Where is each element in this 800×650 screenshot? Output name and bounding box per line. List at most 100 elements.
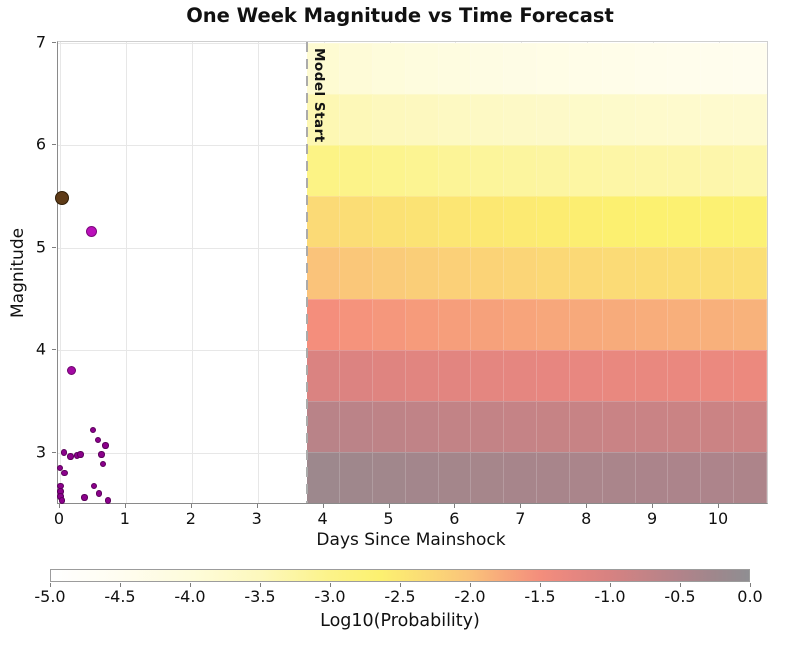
gridline-x bbox=[191, 42, 193, 503]
x-tick bbox=[652, 504, 654, 508]
aftershock-point bbox=[60, 449, 68, 456]
heatmap-cell bbox=[537, 400, 570, 452]
colorbar bbox=[50, 569, 750, 582]
heatmap-cell bbox=[635, 298, 669, 350]
aftershock-point bbox=[104, 497, 112, 504]
x-tick bbox=[256, 504, 258, 508]
heatmap-cell bbox=[734, 400, 767, 452]
y-axis-title: Magnitude bbox=[8, 227, 28, 318]
colorbar-tick bbox=[750, 583, 751, 587]
heatmap-cell bbox=[372, 94, 406, 146]
heatmap-cell bbox=[602, 145, 636, 197]
x-tick bbox=[190, 504, 192, 508]
forecast-heatmap bbox=[307, 43, 767, 503]
x-tick-label: 1 bbox=[119, 509, 130, 528]
heatmap-cell bbox=[307, 145, 340, 197]
x-tick-label: 4 bbox=[317, 509, 328, 528]
heatmap-cell bbox=[405, 43, 439, 95]
heatmap-cell bbox=[635, 43, 669, 95]
heatmap-cell bbox=[635, 145, 669, 197]
aftershock-point bbox=[95, 490, 103, 497]
heatmap-cell bbox=[537, 196, 570, 248]
heatmap-cell bbox=[668, 451, 702, 503]
heatmap-cell bbox=[339, 298, 373, 350]
heatmap-cell bbox=[504, 196, 538, 248]
heatmap-cell bbox=[504, 145, 538, 197]
heatmap-cell bbox=[635, 94, 669, 146]
heatmap-cell bbox=[504, 94, 538, 146]
heatmap-cell bbox=[471, 145, 505, 197]
x-tick bbox=[59, 504, 60, 508]
heatmap-cell bbox=[405, 196, 439, 248]
aftershock-point bbox=[91, 483, 98, 490]
x-tick-label: 5 bbox=[383, 509, 394, 528]
heatmap-cell bbox=[635, 400, 669, 452]
aftershock-point bbox=[67, 366, 77, 376]
x-tick bbox=[718, 504, 719, 508]
heatmap-cell bbox=[307, 451, 340, 503]
heatmap-cell bbox=[438, 43, 472, 95]
aftershock-point bbox=[81, 494, 88, 501]
aftershock-point bbox=[61, 469, 68, 477]
heatmap-cell bbox=[602, 43, 636, 95]
heatmap-cell bbox=[569, 94, 603, 146]
colorbar-tick bbox=[470, 583, 471, 587]
aftershock-point bbox=[67, 453, 74, 460]
x-tick-label: 3 bbox=[251, 509, 262, 528]
heatmap-cell bbox=[734, 196, 767, 248]
heatmap-cell bbox=[339, 349, 373, 401]
heatmap-cell bbox=[372, 196, 406, 248]
heatmap-cell bbox=[471, 298, 505, 350]
heatmap-cell bbox=[602, 94, 636, 146]
aftershock-point bbox=[95, 437, 102, 444]
heatmap-cell bbox=[471, 349, 505, 401]
y-tick bbox=[52, 41, 56, 43]
colorbar-tick-label: -1.5 bbox=[524, 587, 556, 606]
heatmap-cell bbox=[569, 247, 603, 299]
heatmap-cell bbox=[438, 145, 472, 197]
x-tick-label: 8 bbox=[581, 509, 592, 528]
heatmap-cell bbox=[438, 196, 472, 248]
colorbar-tick-label: -2.5 bbox=[384, 587, 416, 606]
heatmap-cell bbox=[602, 349, 636, 401]
colorbar-tick-label: -3.0 bbox=[314, 587, 346, 606]
heatmap-cell bbox=[602, 400, 636, 452]
heatmap-cell bbox=[701, 349, 735, 401]
heatmap-cell bbox=[471, 451, 505, 503]
heatmap-cell bbox=[307, 400, 340, 452]
colorbar-tick-label: -2.0 bbox=[454, 587, 486, 606]
colorbar-tick bbox=[610, 583, 611, 587]
heatmap-cell bbox=[504, 298, 538, 350]
y-tick-label: 5 bbox=[35, 237, 46, 257]
aftershock-point bbox=[56, 464, 64, 472]
heatmap-cell bbox=[372, 43, 406, 95]
aftershock-point bbox=[77, 451, 84, 458]
heatmap-cell bbox=[668, 94, 702, 146]
heatmap-cell bbox=[635, 196, 669, 248]
heatmap-cell bbox=[405, 349, 439, 401]
heatmap-cell bbox=[734, 94, 767, 146]
x-tick-label: 6 bbox=[449, 509, 460, 528]
heatmap-cell bbox=[307, 247, 340, 299]
y-tick bbox=[52, 144, 56, 146]
heatmap-cell bbox=[569, 298, 603, 350]
aftershock-point bbox=[86, 225, 98, 237]
heatmap-cell bbox=[307, 43, 340, 95]
heatmap-cell bbox=[701, 298, 735, 350]
colorbar-tick bbox=[190, 583, 191, 587]
heatmap-cell bbox=[339, 400, 373, 452]
heatmap-cell bbox=[471, 247, 505, 299]
heatmap-cell bbox=[734, 247, 767, 299]
x-tick bbox=[388, 504, 390, 508]
heatmap-cell bbox=[405, 145, 439, 197]
heatmap-cell bbox=[668, 349, 702, 401]
heatmap-cell bbox=[405, 451, 439, 503]
colorbar-title: Log10(Probability) bbox=[320, 611, 480, 631]
heatmap-cell bbox=[537, 247, 570, 299]
heatmap-cell bbox=[339, 196, 373, 248]
heatmap-cell bbox=[569, 451, 603, 503]
aftershock-point bbox=[102, 442, 109, 449]
x-tick-label: 2 bbox=[185, 509, 196, 528]
heatmap-cell bbox=[405, 400, 439, 452]
heatmap-cell bbox=[668, 196, 702, 248]
